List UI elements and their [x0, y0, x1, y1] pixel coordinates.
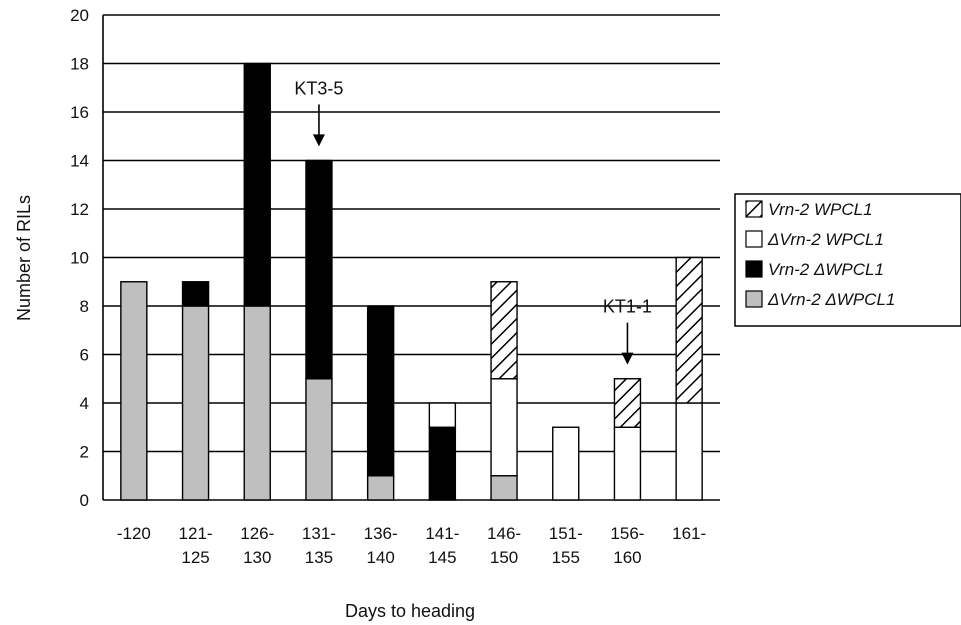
bar-segment [552, 426, 580, 501]
x-tick-label: 135 [305, 548, 333, 567]
legend-swatch [745, 260, 763, 278]
annotation-arrow-head [621, 352, 634, 365]
bar-segment [675, 402, 703, 501]
x-tick-label: 141- [425, 524, 459, 543]
legend-swatch [745, 200, 763, 218]
bar-segment [490, 378, 518, 477]
y-tick-label: 6 [80, 346, 89, 365]
y-axis-label: Number of RILs [14, 195, 34, 321]
x-tick-label: 140 [366, 548, 394, 567]
annotations: KT3-5 KT1-1 [294, 78, 652, 365]
bar-segment [243, 62, 271, 307]
x-tick-label: 126- [240, 524, 274, 543]
x-tick-label: 150 [490, 548, 518, 567]
annotation-label: KT3-5 [294, 78, 343, 98]
x-tick-label: 130 [243, 548, 271, 567]
legend-swatch [745, 290, 763, 308]
x-tick-label: 160 [613, 548, 641, 567]
bar-segment [490, 475, 518, 501]
x-tick-label: 151- [549, 524, 583, 543]
x-tick-label: 156- [610, 524, 644, 543]
legend-swatch [745, 230, 763, 248]
y-tick-label: 10 [70, 249, 89, 268]
annotation-label: KT1-1 [603, 297, 652, 317]
x-tick-label: 145 [428, 548, 456, 567]
bar-segment [613, 378, 642, 428]
legend-item: Vrn-2 WPCL1 [745, 200, 873, 219]
bars: -120 121- 125 126- 130 131- 135 136- 140 141- 145 1… [117, 62, 706, 567]
bar-segment [120, 281, 148, 501]
y-tick-label: 2 [80, 443, 89, 462]
y-tick-label: 20 [70, 6, 89, 25]
x-tick-label: 136- [364, 524, 398, 543]
bar-segment [305, 159, 333, 380]
x-tick-label: 155 [552, 548, 580, 567]
legend-item: ΔVrn-2 ΔWPCL1 [745, 290, 895, 309]
y-tick-label: 18 [70, 55, 89, 74]
legend-label: ΔVrn-2 ΔWPCL1 [767, 290, 895, 309]
y-tick-label: 14 [70, 152, 89, 171]
axes: Number of RILs Days to heading [14, 195, 475, 621]
legend-item: ΔVrn-2 WPCL1 [745, 230, 884, 249]
bar-segment [305, 378, 333, 501]
x-tick-label: 131- [302, 524, 336, 543]
bar-segment [243, 305, 271, 501]
y-tick-label: 4 [80, 394, 89, 413]
x-tick-label: 161- [672, 524, 706, 543]
y-tick-label: 8 [80, 297, 89, 316]
bar-segment [366, 475, 395, 501]
bar-segment [428, 426, 457, 501]
legend-label: Vrn-2 ΔWPCL1 [768, 260, 884, 279]
legend-label: Vrn-2 WPCL1 [768, 200, 873, 219]
annotation-arrow-head [312, 134, 325, 147]
x-tick-label: 121- [179, 524, 213, 543]
bar-segment [428, 402, 457, 428]
x-tick-label: 125 [181, 548, 209, 567]
annotation: KT1-1 [603, 297, 652, 365]
y-tick-label: 12 [70, 200, 89, 219]
bar-segment [613, 426, 642, 501]
bar-segment [366, 305, 395, 477]
bar-segment [490, 281, 518, 380]
annotation: KT3-5 [294, 78, 343, 147]
bar-segment [675, 256, 703, 404]
bar-segment [181, 281, 210, 307]
bar-segment [181, 305, 210, 501]
x-tick-label: 146- [487, 524, 521, 543]
x-axis-label: Days to heading [345, 601, 475, 621]
y-tick-label: 16 [70, 103, 89, 122]
legend-label: ΔVrn-2 WPCL1 [767, 230, 884, 249]
legend-item: Vrn-2 ΔWPCL1 [745, 260, 884, 279]
x-tick-label: -120 [117, 524, 151, 543]
legend: Vrn-2 WPCL1 ΔVrn-2 WPCL1 Vrn-2 ΔWPCL1 ΔVrn-… [734, 193, 961, 327]
y-tick-label: 0 [80, 491, 89, 510]
